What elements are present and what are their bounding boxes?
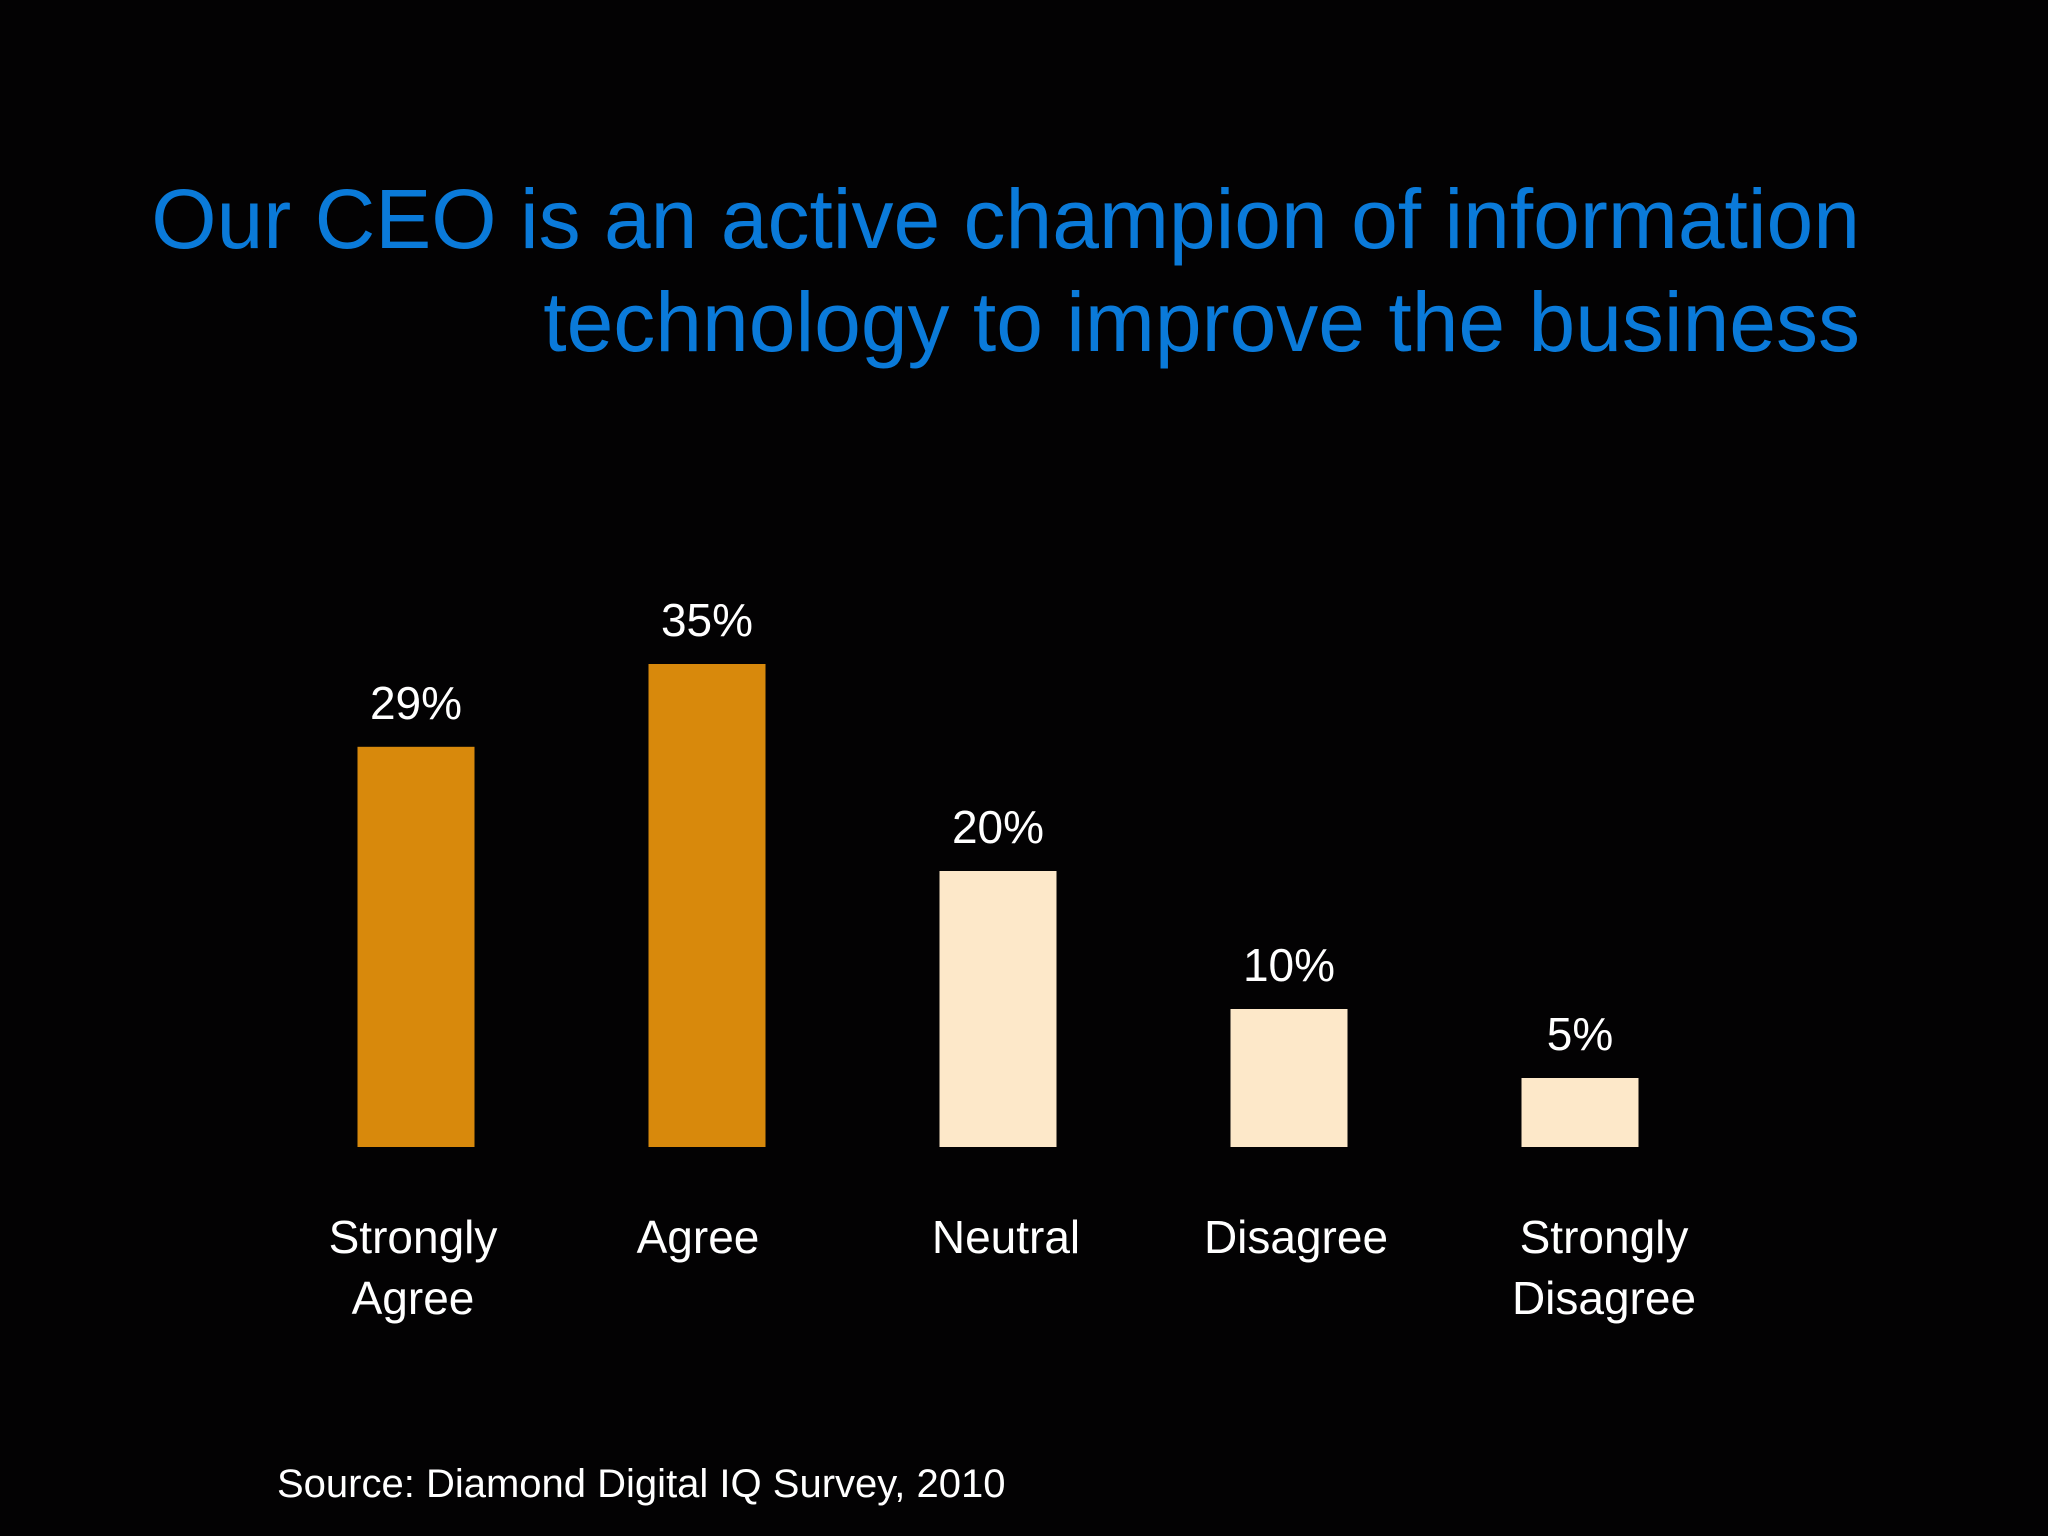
bar-0 (357, 746, 475, 1147)
category-label-0-line-1: Agree (352, 1272, 475, 1324)
category-label-4-line-0: Strongly (1520, 1211, 1689, 1263)
bar-2 (939, 871, 1057, 1147)
bar-3 (1230, 1009, 1348, 1147)
chart-title-line-2: technology to improve the business (543, 275, 1860, 369)
data-label-2: 20% (952, 801, 1044, 853)
source-note: Source: Diamond Digital IQ Survey, 2010 (277, 1462, 1006, 1506)
category-label-2: Neutral (932, 1211, 1080, 1263)
data-label-1: 35% (661, 594, 753, 646)
category-label-1: Agree (637, 1211, 760, 1263)
bar-1 (648, 664, 766, 1147)
data-label-0: 29% (370, 677, 462, 729)
category-label-3: Disagree (1204, 1211, 1388, 1263)
data-label-3: 10% (1243, 939, 1335, 991)
category-label-4-line-1: Disagree (1512, 1272, 1696, 1324)
bar-4 (1521, 1078, 1639, 1147)
category-label-0-line-0: Strongly (329, 1211, 498, 1263)
data-label-4: 5% (1547, 1008, 1613, 1060)
chart-title: Our CEO is an active champion of informa… (120, 168, 1860, 374)
chart-title-line-1: Our CEO is an active champion of informa… (151, 172, 1860, 266)
